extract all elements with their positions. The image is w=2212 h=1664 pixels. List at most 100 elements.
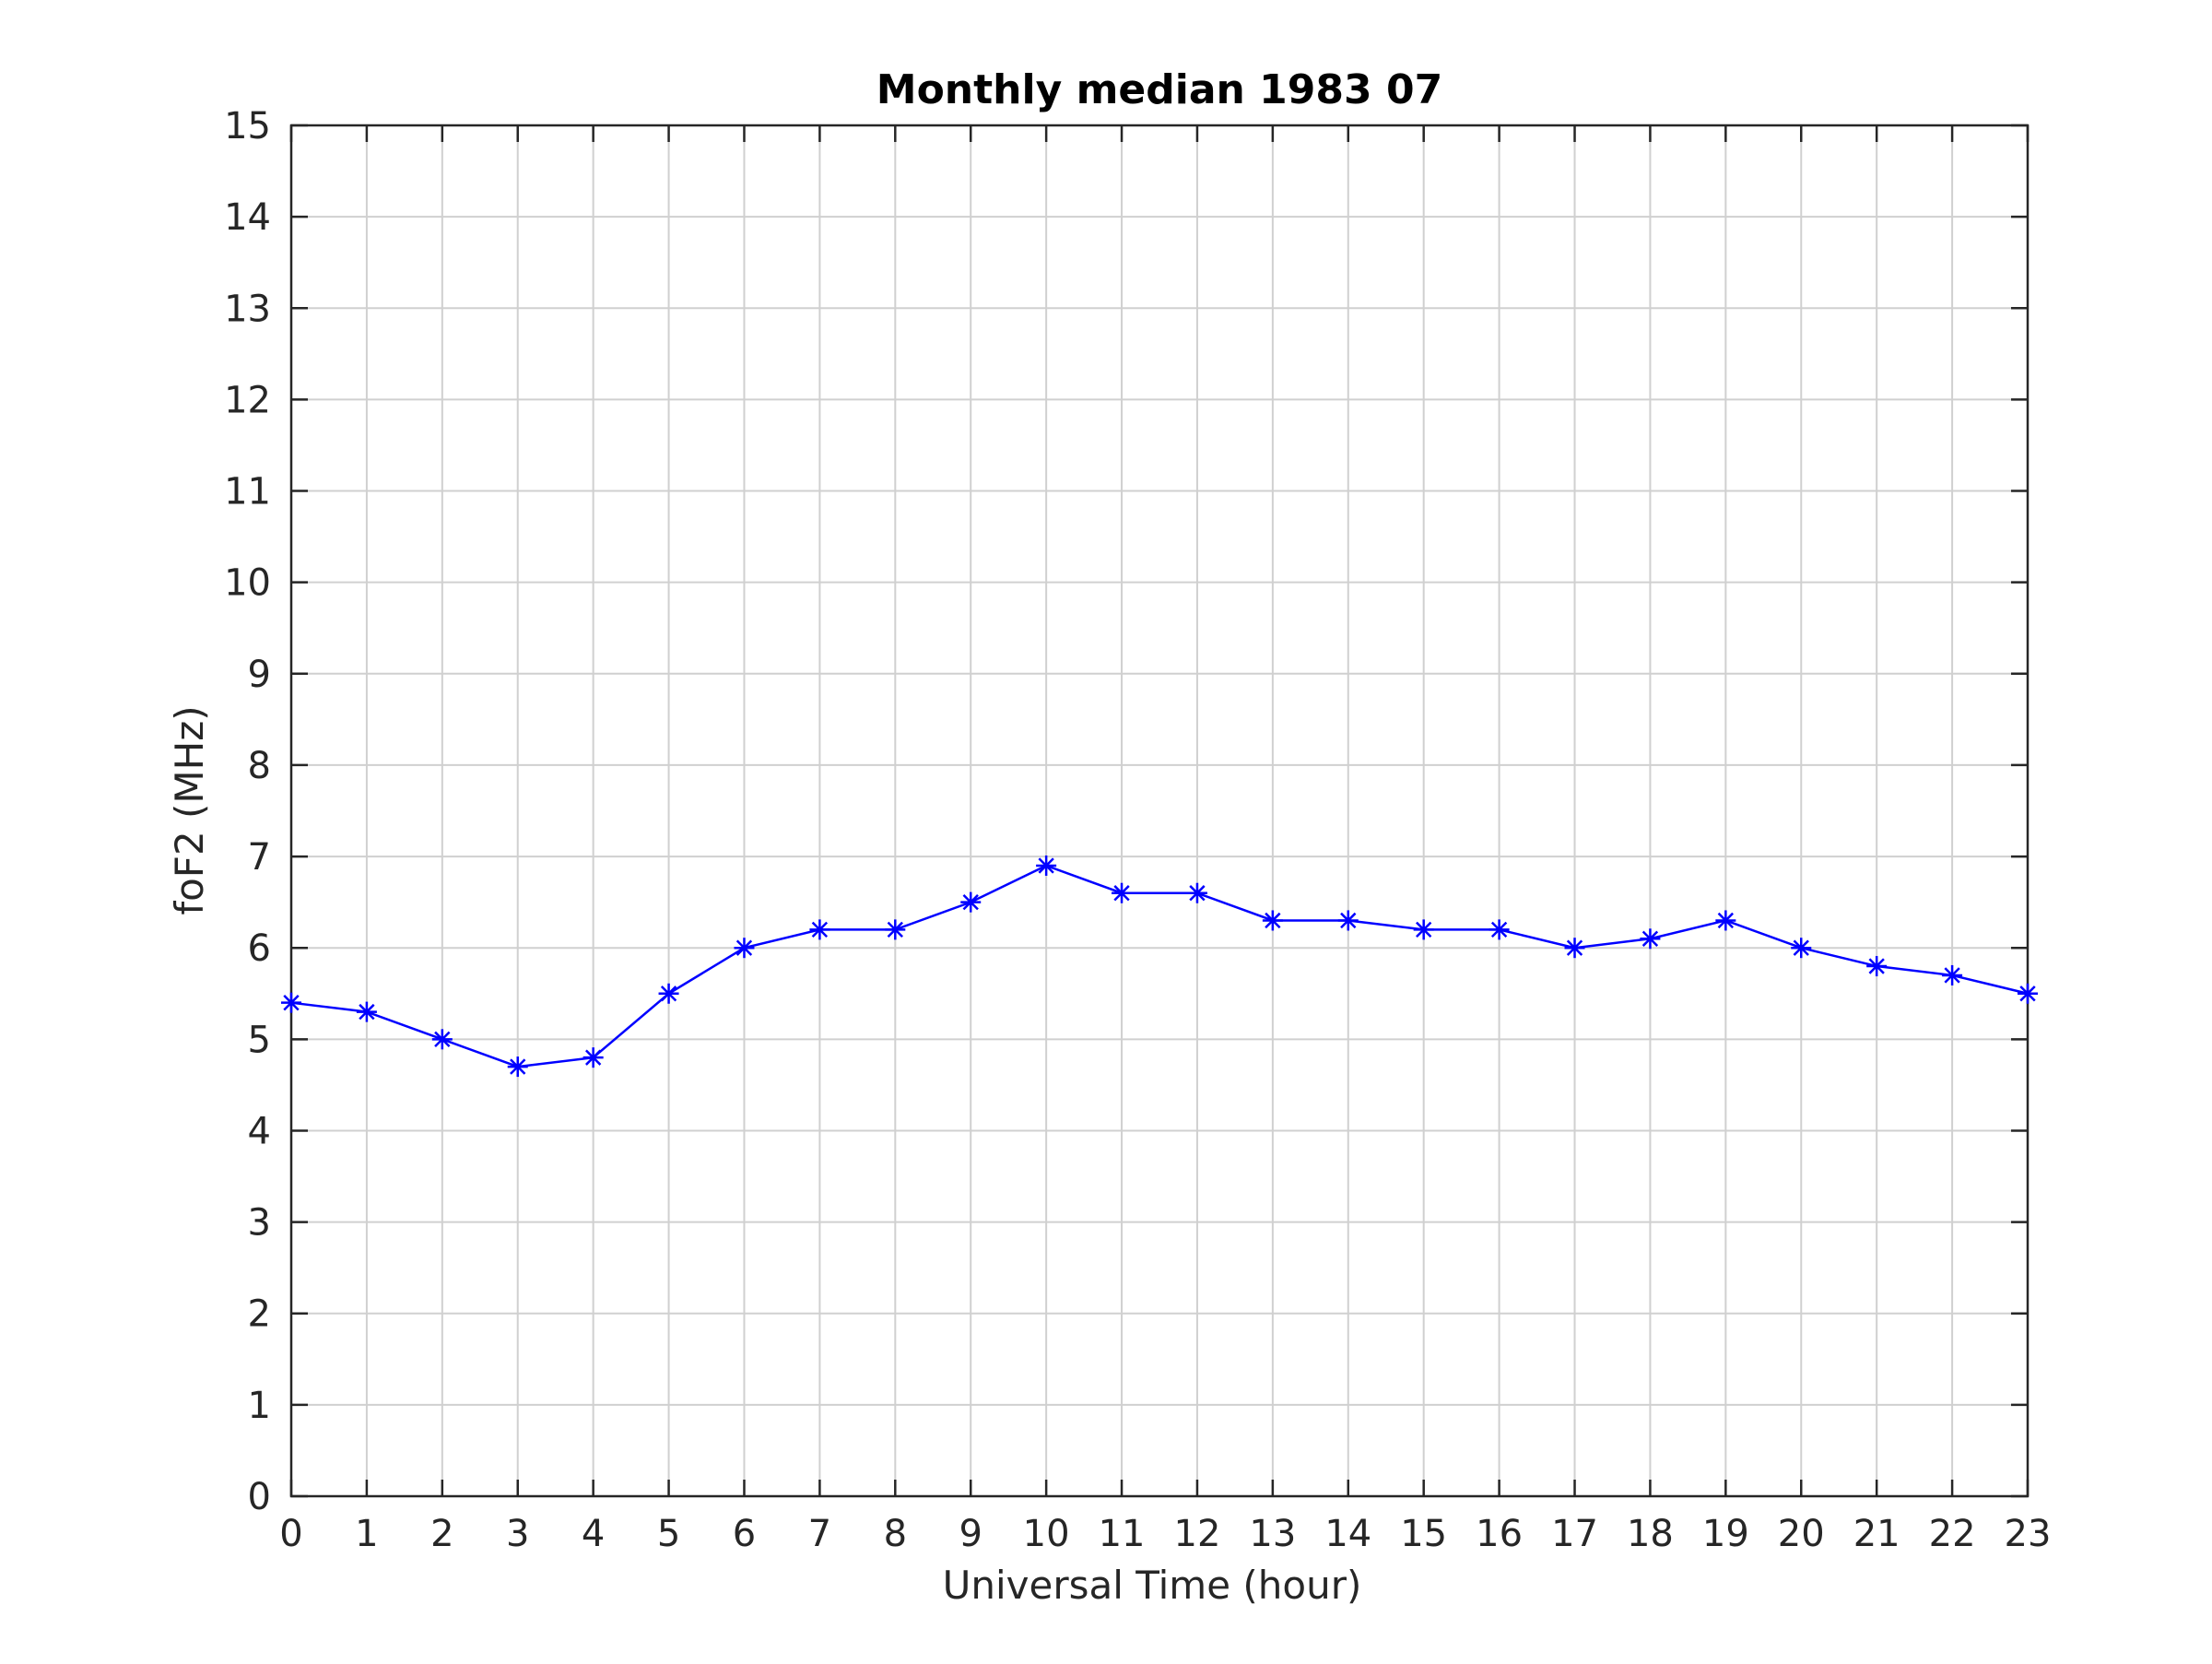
data-point-marker [1715, 910, 1736, 931]
x-tick-label: 5 [657, 1513, 680, 1555]
marker-stroke [1189, 885, 1206, 902]
data-point-marker [1942, 964, 1963, 985]
chart-title: Monthly median 1983 07 [877, 66, 1442, 113]
x-tick-label: 4 [582, 1513, 605, 1555]
x-tick-label: 12 [1174, 1513, 1221, 1555]
x-tick-label: 0 [279, 1513, 302, 1555]
x-tick-label: 13 [1249, 1513, 1296, 1555]
marker-stroke [735, 939, 753, 956]
data-point-marker [1640, 928, 1661, 950]
x-tick-label: 7 [808, 1513, 831, 1555]
x-tick-label: 6 [733, 1513, 756, 1555]
x-tick-label: 16 [1476, 1513, 1523, 1555]
grid-lines [290, 124, 2029, 1497]
series-layer [281, 855, 2038, 1078]
x-tick-label: 18 [1627, 1513, 1674, 1555]
marker-stroke [1566, 939, 1583, 956]
marker-stroke [962, 893, 979, 911]
x-tick-label: 15 [1400, 1513, 1447, 1555]
data-point-marker [1791, 938, 1812, 959]
y-tick-label: 14 [224, 196, 271, 239]
plot-area [291, 125, 2028, 1496]
marker-stroke [660, 985, 677, 1002]
series-line [290, 864, 2029, 1068]
marker-stroke [283, 995, 300, 1011]
y-tick-label: 1 [248, 1385, 271, 1427]
data-point-marker [431, 1029, 453, 1050]
x-tick-label: 17 [1551, 1513, 1598, 1555]
data-point-marker [582, 1047, 604, 1068]
axes-box [289, 124, 2030, 1498]
marker-stroke [1717, 912, 1735, 929]
y-tick-label: 3 [248, 1202, 271, 1245]
y-tick-label: 13 [224, 288, 271, 330]
data-point-marker [356, 1001, 377, 1022]
marker-stroke [1265, 912, 1281, 929]
marker-stroke [359, 1003, 375, 1021]
data-point-marker [2018, 983, 2038, 1004]
y-tick-label: 7 [248, 836, 271, 879]
data-point-marker [1036, 855, 1057, 876]
marker-stroke [1868, 958, 1885, 974]
y-axis-title: foF2 (MHz) [167, 705, 212, 915]
x-tick-label: 8 [884, 1513, 907, 1555]
marker-stroke [2019, 985, 2036, 1002]
y-tick-label: 8 [248, 745, 271, 787]
data-point-marker [1488, 919, 1510, 940]
x-tick-label: 22 [1929, 1513, 1976, 1555]
x-axis-title: Universal Time (hour) [943, 1563, 1362, 1608]
y-tick-label: 9 [248, 654, 271, 696]
data-point-marker [1186, 882, 1207, 903]
y-tick-label: 6 [248, 927, 271, 970]
marker-stroke [434, 1031, 451, 1047]
marker-stroke [811, 921, 829, 938]
marker-stroke [1113, 885, 1130, 902]
data-point-marker [734, 938, 755, 959]
data-point-marker [1413, 919, 1434, 940]
marker-stroke [1490, 921, 1508, 938]
x-tick-label: 10 [1023, 1513, 1070, 1555]
y-tick-label: 2 [248, 1293, 271, 1336]
x-tick-label: 1 [355, 1513, 378, 1555]
y-tick-label: 10 [224, 562, 271, 605]
data-point-marker [1262, 910, 1283, 931]
marker-stroke [1340, 912, 1357, 929]
x-tick-label: 21 [1853, 1513, 1900, 1555]
x-tick-label: 20 [1778, 1513, 1825, 1555]
data-point-marker [1112, 882, 1133, 903]
data-point-marker [1337, 910, 1359, 931]
marker-stroke [1038, 857, 1054, 874]
marker-stroke [1944, 967, 1960, 984]
marker-stroke [1793, 939, 1809, 956]
y-tick-label: 15 [224, 105, 271, 148]
marker-stroke [1641, 930, 1659, 947]
axis-ticks [289, 124, 2030, 1498]
x-tick-label: 11 [1099, 1513, 1146, 1555]
data-point-marker [281, 992, 301, 1013]
marker-stroke [887, 921, 903, 938]
data-point-marker [960, 891, 982, 913]
x-tick-label: 23 [2005, 1513, 2052, 1555]
data-point-marker [658, 983, 679, 1004]
data-point-marker [507, 1056, 528, 1078]
marker-stroke [510, 1058, 526, 1075]
x-tick-labels: 0 1 2 3 4 5 6 7 8 9 10 11 12 13 14 15 16 17 18 19 20 21 22 23 [279, 1513, 2051, 1555]
y-tick-label: 11 [224, 471, 271, 513]
x-tick-label: 9 [959, 1513, 982, 1555]
y-tick-label: 12 [224, 379, 271, 421]
marker-stroke [584, 1049, 602, 1066]
y-tick-label: 5 [248, 1019, 271, 1061]
data-point-marker [1564, 938, 1585, 959]
data-point-marker [809, 919, 830, 940]
x-tick-label: 14 [1324, 1513, 1371, 1555]
x-tick-label: 19 [1702, 1513, 1749, 1555]
x-tick-label: 3 [506, 1513, 529, 1555]
data-point-marker [885, 919, 906, 940]
y-tick-label: 0 [248, 1476, 271, 1518]
marker-stroke [1416, 921, 1432, 938]
data-point-marker [1866, 956, 1888, 977]
y-tick-label: 4 [248, 1110, 271, 1152]
